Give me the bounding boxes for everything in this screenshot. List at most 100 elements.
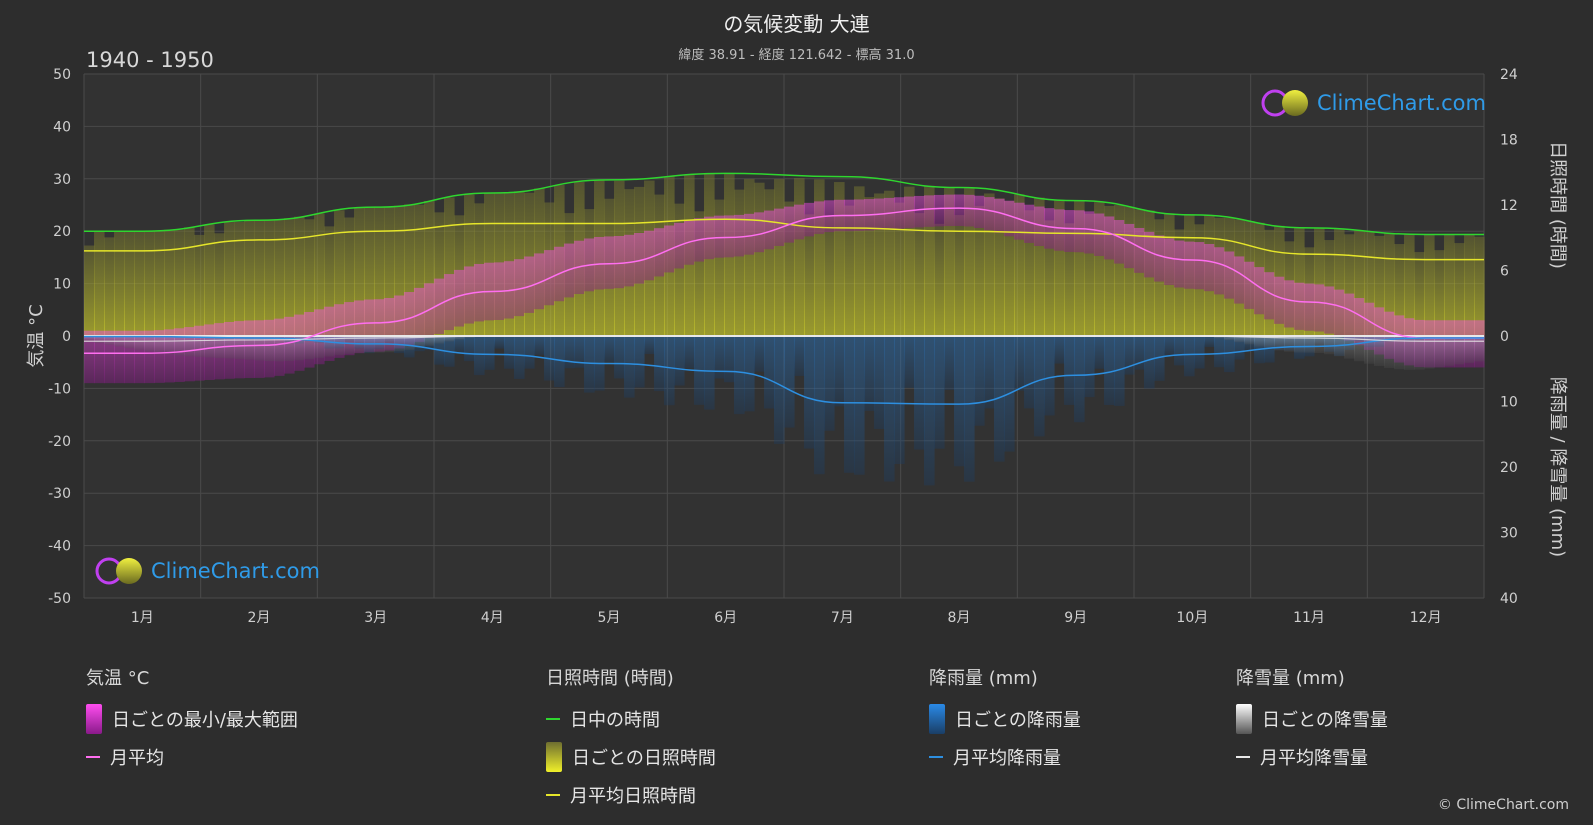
temp-range-bar <box>1244 261 1255 309</box>
legend-item: 日ごとの降雪量 <box>1236 700 1388 738</box>
temp-range-bar <box>1334 289 1345 337</box>
snow-mean-line <box>84 335 1484 342</box>
rain-bar <box>1194 336 1205 369</box>
rain-bar <box>754 336 765 372</box>
snow-bar <box>1274 336 1285 351</box>
sunshine-bar <box>374 207 385 336</box>
temp-range-bar <box>804 202 815 237</box>
rain-bar <box>1034 336 1045 437</box>
temp-range-bar <box>944 194 955 227</box>
sunshine-bar <box>394 205 405 336</box>
temp-range-bar <box>1014 202 1025 240</box>
rain-bar <box>724 336 735 383</box>
climechart-logo-icon <box>1261 89 1308 117</box>
snow-bar <box>1344 336 1355 359</box>
temp-range-bar <box>964 194 975 227</box>
rain-bar <box>474 336 485 376</box>
x-tick-label: 1月 <box>131 610 154 626</box>
sunshine-bar <box>954 215 965 336</box>
y-tick-label-precip: 10 <box>1500 395 1518 411</box>
rain-bar <box>1134 336 1145 370</box>
temp-range-bar <box>1104 216 1115 260</box>
temp-range-bar <box>1204 244 1215 292</box>
snow-bar <box>454 336 465 340</box>
rain-bar <box>574 336 585 368</box>
temp-range-bar <box>744 213 755 255</box>
y-axis-title-left: 気温 °C <box>26 304 47 367</box>
y-tick-label-left: 40 <box>53 119 71 135</box>
rain-bar <box>884 336 895 482</box>
sunshine-bar <box>234 222 245 336</box>
sunshine-bar <box>344 217 355 336</box>
rain-bar <box>994 336 1005 462</box>
rain-bar <box>984 336 995 409</box>
snow-bar <box>174 336 185 356</box>
x-tick-label: 10月 <box>1176 610 1208 626</box>
sunshine-bar <box>854 186 865 336</box>
sunshine-mean-line <box>84 218 1484 261</box>
rain-bar <box>944 336 955 390</box>
x-tick-label: 9月 <box>1064 610 1087 626</box>
snow-bar <box>144 336 155 352</box>
legend-label: 日ごとの降雪量 <box>1262 710 1388 731</box>
sunshine-bar <box>224 222 235 336</box>
rain-bar <box>464 336 475 362</box>
temp-range-bar <box>1084 211 1095 254</box>
temp-range-bar <box>1214 247 1225 295</box>
sunshine-bar <box>874 193 885 336</box>
legend-heading: 日照時間 (時間) <box>546 668 674 689</box>
snow-bar <box>264 336 275 362</box>
rain-bar <box>1024 336 1035 409</box>
legend-item: 月平均降雨量 <box>929 738 1081 776</box>
rain-bar <box>484 336 495 370</box>
sunshine-bar <box>384 206 395 336</box>
y-tick-label-left: -40 <box>48 539 71 555</box>
sunshine-bar <box>1084 213 1095 336</box>
y-tick-label-left: -50 <box>48 591 71 607</box>
snow-bar <box>164 336 175 355</box>
legend-item: 日中の時間 <box>546 700 716 738</box>
sunshine-bar <box>294 216 305 336</box>
rain-bar <box>1074 336 1085 423</box>
daily-bands <box>84 173 1485 486</box>
sunshine-bar <box>1024 210 1035 336</box>
y-axis-title-sunshine: 日照時間 (時間) <box>1547 141 1568 269</box>
sunshine-bar <box>1064 223 1075 336</box>
temp-range-bar <box>954 194 965 226</box>
temp-range-bar <box>84 330 95 384</box>
sunshine-bar <box>1014 194 1025 336</box>
sunshine-bar <box>1444 234 1455 336</box>
rain-bar <box>454 336 465 353</box>
rain-bar <box>1184 336 1195 377</box>
rain-bar <box>1054 336 1065 364</box>
sunshine-bar <box>114 231 125 336</box>
x-tick-label: 3月 <box>364 610 387 626</box>
watermark-text: ClimeChart.com <box>151 559 320 583</box>
rain-bar <box>1094 336 1105 369</box>
snow-bar <box>404 336 415 350</box>
rain-bar <box>1164 336 1175 356</box>
sunshine-bar <box>1004 201 1015 336</box>
sunshine-bar <box>304 219 315 336</box>
rain-bar <box>774 336 785 444</box>
sunshine-bar <box>444 197 455 336</box>
rain-bar <box>904 336 915 388</box>
temp-range-bar <box>1234 256 1245 304</box>
snow-bar <box>1224 336 1235 341</box>
watermark-text: ClimeChart.com <box>1317 91 1486 115</box>
temp-range-bar <box>1314 284 1325 332</box>
sunshine-bar <box>284 218 295 336</box>
legend-label: 日ごとの降雨量 <box>955 710 1081 731</box>
snow-bar <box>1264 336 1275 349</box>
y-tick-label-left: 30 <box>53 172 71 188</box>
temp-range-bar <box>514 259 525 317</box>
sunshine-bar <box>1434 250 1445 336</box>
snow-bar <box>134 336 145 350</box>
snow-bar <box>194 336 205 357</box>
sunshine-bar <box>824 215 835 336</box>
rain-bar <box>644 336 655 355</box>
sunshine-bar <box>164 229 175 336</box>
sunshine-bar <box>174 229 185 336</box>
temp-range-bar <box>1184 241 1195 289</box>
temp-range-bar <box>1364 302 1375 350</box>
